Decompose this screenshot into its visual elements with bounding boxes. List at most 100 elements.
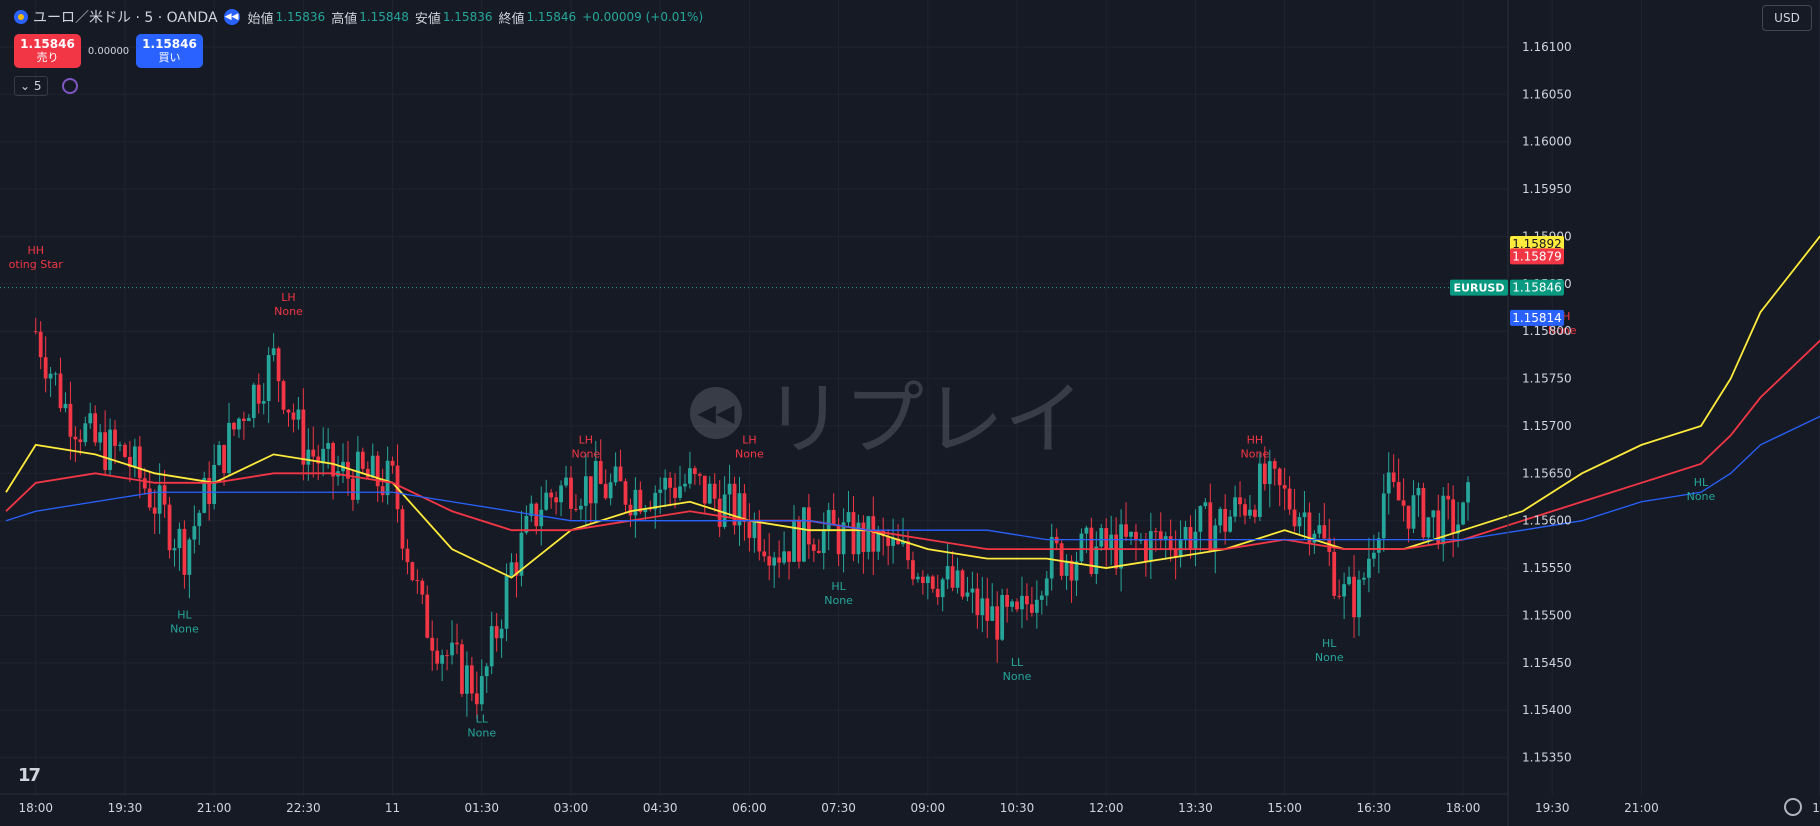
candle-body bbox=[697, 474, 702, 476]
candle-body bbox=[479, 676, 484, 705]
close-label: 終値 bbox=[498, 11, 525, 27]
candle-body bbox=[1297, 517, 1302, 527]
candle-body bbox=[975, 588, 980, 616]
annotation-label: LL bbox=[476, 713, 489, 726]
candle-body bbox=[1213, 525, 1218, 551]
tradingview-logo-icon[interactable]: 17 bbox=[18, 765, 41, 786]
candle-body bbox=[1114, 534, 1119, 569]
candle-body bbox=[826, 509, 831, 530]
candle-body bbox=[712, 483, 717, 499]
annotation-label: HL bbox=[1694, 476, 1709, 489]
candle-body bbox=[1228, 516, 1233, 532]
candle-body bbox=[1253, 509, 1257, 517]
candle-body bbox=[355, 451, 360, 500]
candle-body bbox=[811, 544, 816, 551]
candle-body bbox=[579, 505, 583, 510]
candle-body bbox=[583, 476, 588, 506]
candle-body bbox=[737, 493, 742, 526]
candle-body bbox=[306, 449, 311, 465]
y-tick-label: 1.15700 bbox=[1522, 419, 1572, 433]
candle-body bbox=[1069, 560, 1074, 581]
candle-body bbox=[1257, 463, 1262, 517]
candle-body bbox=[1248, 509, 1252, 516]
candle-body bbox=[108, 429, 112, 470]
candle-body bbox=[1292, 509, 1297, 527]
candle-body bbox=[608, 482, 613, 499]
candle-body bbox=[821, 529, 826, 553]
candle-body bbox=[1158, 531, 1163, 541]
candle-body bbox=[78, 439, 83, 443]
candle-body bbox=[370, 455, 375, 478]
candle-body bbox=[400, 509, 405, 549]
candle-body bbox=[1208, 502, 1213, 551]
candle-body bbox=[856, 522, 861, 555]
sync-icon[interactable] bbox=[61, 78, 78, 94]
candle-body bbox=[326, 443, 331, 449]
x-tick-label: 22:30 bbox=[286, 801, 321, 815]
candle-body bbox=[940, 579, 945, 598]
candle-body bbox=[83, 423, 88, 443]
chart-grid bbox=[0, 0, 1820, 796]
candle-body bbox=[653, 492, 658, 510]
annotation-pattern: None bbox=[571, 447, 600, 460]
price-badge-value: 1.15846 bbox=[1512, 281, 1562, 295]
currency-selector[interactable]: USD bbox=[1762, 5, 1812, 31]
candle-body bbox=[950, 566, 955, 588]
candle-body bbox=[197, 512, 202, 527]
annotation-label: HL bbox=[831, 580, 846, 593]
low-label: 安値 bbox=[414, 11, 441, 27]
candle-body bbox=[787, 551, 791, 562]
x-tick-label: 16:30 bbox=[1357, 801, 1392, 815]
candle-body bbox=[1421, 488, 1426, 538]
candle-body bbox=[836, 525, 841, 555]
x-tick-label: 21:00 bbox=[1624, 801, 1659, 815]
candle-body bbox=[1267, 461, 1272, 485]
candle-body bbox=[489, 626, 494, 667]
candle-body bbox=[88, 413, 93, 424]
candle-body bbox=[1282, 485, 1287, 489]
y-tick-label: 1.15600 bbox=[1522, 514, 1572, 528]
candle-body bbox=[1079, 533, 1084, 562]
candle-body bbox=[162, 485, 167, 505]
buy-button[interactable]: 1.15846 買い bbox=[136, 34, 203, 68]
candle-body bbox=[271, 348, 276, 356]
gear-icon[interactable] bbox=[1784, 798, 1802, 816]
x-tick-label: 18:00 bbox=[18, 801, 53, 815]
candle-body bbox=[331, 443, 335, 477]
candle-body bbox=[935, 588, 940, 598]
candle-body bbox=[1381, 493, 1386, 539]
candle-body bbox=[1094, 546, 1099, 574]
price-axis[interactable]: 1.161001.160501.160001.159501.159001.158… bbox=[1507, 0, 1572, 826]
indicator-toggle[interactable]: ⌄ 5 bbox=[14, 76, 48, 96]
candle-body bbox=[237, 418, 241, 430]
replay-icon[interactable]: ◀◀ bbox=[223, 9, 240, 25]
candle-body bbox=[430, 637, 435, 651]
candle-body bbox=[1005, 594, 1009, 607]
candle-body bbox=[227, 422, 231, 474]
candle-body bbox=[1456, 524, 1460, 534]
candle-body bbox=[1168, 536, 1173, 549]
candle-body bbox=[455, 642, 459, 645]
candle-body bbox=[896, 538, 900, 545]
candle-body bbox=[1188, 526, 1193, 549]
candle-body bbox=[1391, 472, 1396, 482]
sell-button[interactable]: 1.15846 売り bbox=[14, 34, 81, 68]
candle-body bbox=[410, 562, 415, 581]
symbol-title[interactable]: ユーロ／米ドル · 5 · OANDA bbox=[33, 10, 218, 26]
candle-body bbox=[1362, 577, 1366, 580]
currency-pair-icon bbox=[14, 10, 28, 24]
annotation-pattern: None bbox=[1315, 651, 1344, 664]
candle-body bbox=[1104, 527, 1109, 549]
candle-body bbox=[415, 580, 420, 582]
time-axis[interactable]: 18:00 19:30 21:00 22:30 11 01:30 03:00 04:30 06:… bbox=[0, 793, 1820, 815]
y-tick-label: 1.15650 bbox=[1522, 466, 1572, 480]
candle-body bbox=[450, 642, 454, 656]
candle-body bbox=[876, 530, 881, 552]
candle-body bbox=[995, 606, 1000, 640]
candle-body bbox=[707, 483, 712, 504]
candle-body bbox=[1243, 504, 1247, 516]
candle-body bbox=[593, 460, 598, 504]
candle-body bbox=[1203, 502, 1208, 507]
